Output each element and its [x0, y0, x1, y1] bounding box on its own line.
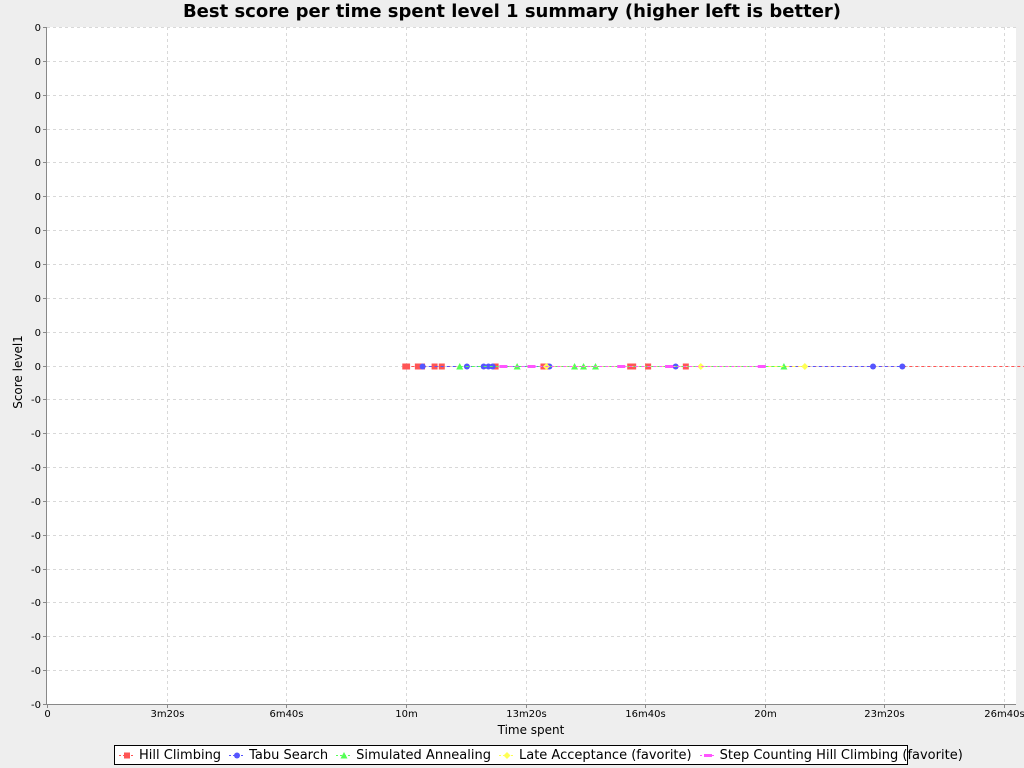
y-axis-label: Score level1 — [11, 335, 25, 409]
x-tick-label: 20m — [754, 709, 776, 720]
legend-swatch-marker — [703, 754, 712, 757]
data-point — [431, 363, 438, 370]
y-tick-label: 0 — [35, 328, 41, 339]
legend-label: Hill Climbing — [139, 747, 222, 763]
y-tick-label: -0 — [31, 497, 41, 508]
y-tick-label: 0 — [35, 260, 41, 271]
y-tick-label: -0 — [31, 700, 41, 711]
y-tick-label: -0 — [31, 395, 41, 406]
legend-swatch — [699, 754, 716, 757]
x-tick-label: 3m20s — [150, 709, 184, 720]
legend-swatch — [336, 752, 353, 759]
legend-item: Hill Climbing — [119, 748, 221, 763]
data-point — [456, 363, 464, 370]
legend-swatch-marker — [234, 752, 241, 759]
y-tick-label: -0 — [31, 565, 41, 576]
data-point — [899, 363, 906, 370]
legend-swatch — [498, 752, 515, 759]
y-tick-label: -0 — [31, 531, 41, 542]
data-point — [757, 365, 766, 368]
x-tick-label: 6m40s — [269, 709, 303, 720]
y-tick-label: 0 — [35, 91, 41, 102]
data-point — [617, 365, 626, 368]
series-4 — [499, 365, 766, 368]
y-tick-label: -0 — [31, 666, 41, 677]
y-tick-label: -0 — [31, 429, 41, 440]
data-point — [665, 365, 674, 368]
data-point — [527, 365, 536, 368]
y-tick-label: 0 — [35, 57, 41, 68]
y-tick-label: 0 — [35, 158, 41, 169]
data-point — [480, 363, 487, 370]
legend-swatch — [229, 752, 246, 759]
legend-swatch-marker — [340, 752, 348, 759]
data-point — [697, 363, 705, 370]
y-tick-label: -0 — [31, 632, 41, 643]
data-point — [870, 363, 877, 370]
y-tick-label: -0 — [31, 598, 41, 609]
x-tick-label: 16m40s — [625, 709, 665, 720]
y-tick-label: 0 — [35, 192, 41, 203]
x-tick-label: 26m40s — [984, 709, 1024, 720]
legend: Hill Climbing Tabu Search Simulated Anneal… — [114, 745, 963, 765]
data-point — [571, 363, 579, 370]
data-point — [419, 363, 426, 370]
legend-label: Late Acceptance (favorite) — [518, 747, 692, 763]
legend-swatch — [119, 752, 135, 759]
data-point — [485, 363, 492, 370]
y-tick-label: 0 — [35, 362, 41, 373]
y-tick-label: -0 — [31, 463, 41, 474]
x-tick-label: 0 — [44, 709, 50, 720]
chart-title: Best score per time spent level 1 summar… — [182, 1, 842, 22]
y-tick-label: 0 — [35, 294, 41, 305]
data-point — [499, 365, 508, 368]
data-point — [672, 363, 679, 370]
legend-label: Simulated Annealing — [356, 747, 491, 763]
legend-label: Step Counting Hill Climbing (favorite) — [719, 747, 963, 763]
series-layer — [402, 363, 1024, 370]
y-tick-label: 0 — [35, 23, 41, 34]
x-tick-label: 10m — [395, 709, 417, 720]
legend-item: Simulated Annealing — [336, 748, 491, 763]
x-tick-label: 23m20s — [864, 709, 904, 720]
y-tick-label: 0 — [35, 125, 41, 136]
legend-item: Late Acceptance (favorite) — [498, 747, 692, 763]
legend-item: Tabu Search — [229, 748, 328, 763]
x-tick-label: 13m20s — [506, 709, 546, 720]
data-point — [780, 363, 788, 370]
data-point — [404, 363, 411, 370]
legend-label: Tabu Search — [249, 747, 329, 763]
legend-swatch-marker — [503, 752, 511, 759]
y-tick-label: 0 — [35, 226, 41, 237]
legend-swatch-marker — [124, 752, 130, 759]
data-point — [801, 363, 809, 370]
legend-item: Step Counting Hill Climbing (favorite) — [699, 747, 963, 763]
x-axis-label: Time spent — [497, 723, 565, 737]
